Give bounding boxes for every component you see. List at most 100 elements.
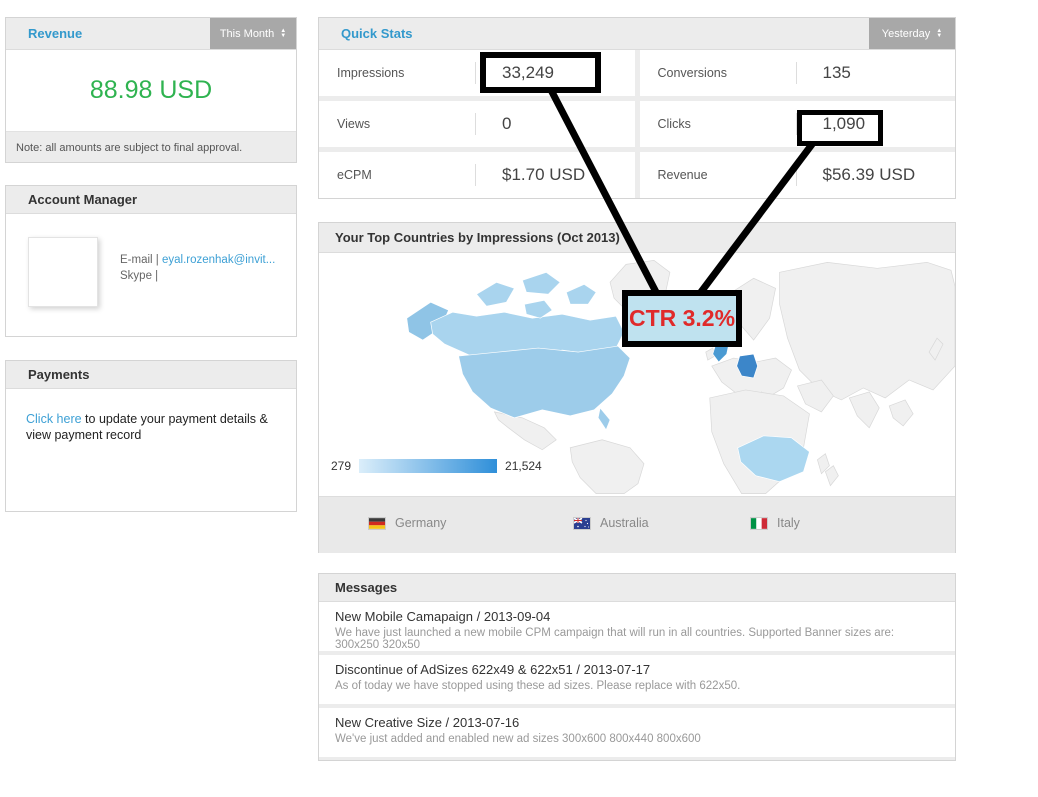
- new-zealand-shape: [824, 465, 839, 487]
- japan-shape: [928, 337, 944, 361]
- messages-list: New Mobile Camapaign / 2013-09-04 We hav…: [319, 602, 955, 757]
- country-label: Australia: [600, 516, 649, 530]
- stat-label: eCPM: [337, 168, 372, 182]
- florida-shape: [597, 407, 611, 431]
- message-title: New Creative Size / 2013-07-16: [335, 715, 520, 730]
- stat-clicks: Clicks 1,090: [639, 101, 955, 147]
- stat-divider: [475, 62, 476, 84]
- quick-stats-period-dropdown[interactable]: Yesterday ▲ ▼: [869, 18, 955, 49]
- scale-min-label: 279: [331, 459, 352, 473]
- stat-divider: [475, 113, 476, 135]
- australia-shape: [737, 435, 810, 483]
- revenue-period-label: This Month: [219, 27, 275, 40]
- stat-label: Views: [337, 117, 371, 131]
- skype-line: Skype |: [120, 268, 275, 284]
- usa-shape: [458, 345, 631, 419]
- map-panel-title: Your Top Countries by Impressions (Oct 2…: [335, 230, 620, 245]
- stat-divider: [795, 164, 797, 186]
- mexico-shape: [493, 411, 557, 451]
- stat-views: Views 0: [319, 101, 635, 147]
- iceland-shape: [669, 291, 693, 307]
- stat-value: 135: [822, 63, 851, 82]
- revenue-body: 88.98 USD: [6, 50, 296, 132]
- payments-header: Payments: [6, 361, 296, 389]
- payments-text: to update your payment details & view pa…: [26, 412, 268, 442]
- stat-label: Clicks: [657, 117, 691, 131]
- country-legend-italy: Italy: [751, 516, 800, 530]
- message-title: New Mobile Camapaign / 2013-09-04: [335, 609, 551, 624]
- germany-shape: [736, 353, 758, 379]
- quick-stats-period-label: Yesterday: [881, 27, 931, 40]
- message-body: As of today we have stopped using these …: [335, 680, 741, 692]
- messages-panel: Messages New Mobile Camapaign / 2013-09-…: [318, 573, 956, 761]
- india-shape: [848, 391, 880, 429]
- quick-stats-header: Quick Stats Yesterday ▲ ▼: [319, 18, 955, 50]
- quick-stats-title: Quick Stats: [341, 26, 413, 41]
- payments-body: Click here to update your payment detail…: [6, 389, 296, 443]
- message-item: New Mobile Camapaign / 2013-09-04 We hav…: [319, 602, 955, 651]
- messages-title: Messages: [335, 580, 398, 595]
- quick-stats-panel: Quick Stats Yesterday ▲ ▼ Impressions 33,…: [318, 17, 956, 199]
- message-item: New Creative Size / 2013-07-16 We've jus…: [319, 708, 955, 757]
- updown-arrows-icon: ▲ ▼: [280, 27, 287, 39]
- stat-label: Impressions: [337, 66, 405, 80]
- italy-flag-icon: [751, 517, 767, 529]
- account-manager-header: Account Manager: [6, 186, 296, 214]
- revenue-panel: Revenue This Month ▲ ▼ 88.98 USD Note: al…: [5, 17, 297, 163]
- madagascar-shape: [817, 453, 830, 475]
- map-panel-header: Your Top Countries by Impressions (Oct 2…: [319, 223, 955, 253]
- canada-island-shape: [523, 299, 553, 319]
- stat-divider: [795, 62, 797, 84]
- middle-east-shape: [797, 379, 834, 413]
- stat-revenue: Revenue $56.39 USD: [639, 152, 955, 198]
- revenue-panel-header: Revenue This Month ▲ ▼: [6, 18, 296, 50]
- country-legend-germany: Germany: [369, 516, 446, 530]
- scandinavia-shape: [731, 277, 776, 341]
- revenue-amount: 88.98 USD: [89, 76, 213, 104]
- stat-value: $56.39 USD: [822, 165, 916, 184]
- account-manager-contact: E-mail | eyal.rozenhak@invit... Skype |: [120, 252, 275, 284]
- stat-value: 1,090: [822, 114, 866, 133]
- stat-impressions: Impressions 33,249: [319, 50, 635, 96]
- world-map: [406, 259, 955, 494]
- revenue-period-dropdown[interactable]: This Month ▲ ▼: [210, 18, 296, 49]
- impressions-scale: 279 21,524: [331, 459, 542, 473]
- south-america-shape: [569, 439, 645, 494]
- country-legend-australia: Australia: [574, 516, 649, 530]
- stat-value: $1.70 USD: [502, 165, 586, 184]
- account-manager-panel: Account Manager E-mail | eyal.rozenhak@i…: [5, 185, 297, 337]
- impressions-scale-gradient: [359, 459, 498, 473]
- stat-divider: [475, 164, 476, 186]
- account-manager-body: E-mail | eyal.rozenhak@invit... Skype |: [6, 214, 296, 336]
- greenland-shape: [609, 259, 671, 319]
- stat-label: Revenue: [657, 168, 708, 182]
- skype-label: Skype |: [120, 270, 159, 282]
- map-body: 279 21,524: [319, 253, 955, 497]
- email-link[interactable]: eyal.rozenhak@invit...: [161, 254, 276, 266]
- top-countries-map-panel: Your Top Countries by Impressions (Oct 2…: [318, 222, 956, 553]
- country-label: Italy: [777, 516, 800, 530]
- message-body: We have just launched a new mobile CPM c…: [335, 627, 895, 651]
- quick-stats-grid: Impressions 33,249 Conversions 135 Views…: [319, 50, 955, 198]
- country-label: Germany: [395, 516, 447, 530]
- payments-panel: Payments Click here to update your payme…: [5, 360, 297, 512]
- russia-asia-shape: [779, 261, 955, 401]
- scale-max-label: 21,524: [505, 459, 542, 473]
- australia-flag-icon: [574, 517, 590, 529]
- germany-flag-icon: [369, 517, 385, 529]
- stat-label: Conversions: [657, 66, 727, 80]
- revenue-title: Revenue: [28, 26, 83, 41]
- canada-island-shape: [521, 271, 561, 295]
- stat-divider: [795, 113, 797, 135]
- canada-island-shape: [475, 281, 515, 307]
- email-line: E-mail | eyal.rozenhak@invit...: [120, 252, 275, 268]
- payments-click-here-link[interactable]: Click here: [26, 412, 82, 426]
- map-footer: Germany Australia Italy: [319, 497, 955, 553]
- avatar: [28, 237, 98, 307]
- messages-header: Messages: [319, 574, 955, 602]
- canada-island-shape: [565, 283, 597, 305]
- stat-value: 33,249: [502, 63, 554, 82]
- email-label: E-mail |: [120, 254, 162, 266]
- uk-shape: [712, 333, 731, 363]
